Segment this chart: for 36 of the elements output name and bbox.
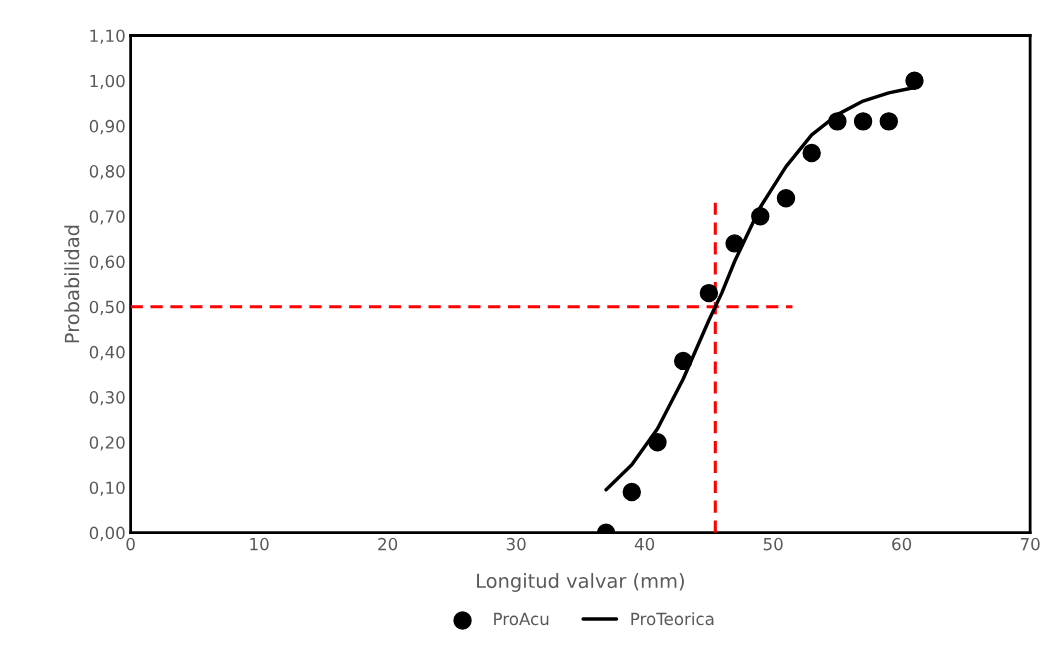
y-tick-label: 0,50: [89, 300, 125, 315]
y-tick-label: 0,60: [89, 255, 125, 270]
y-axis-title: Probabilidad: [64, 225, 80, 343]
y-tick-label: 1,10: [90, 29, 125, 44]
point: [648, 433, 667, 452]
y-tick-label: 0,00: [89, 526, 125, 541]
y-tick-label: 0,30: [89, 391, 125, 406]
x-tick-label: 10: [250, 537, 269, 551]
x-tick-label: 20: [378, 537, 398, 551]
y-tick-label: 1,00: [90, 74, 125, 89]
y-tick-label: 0,10: [89, 481, 125, 496]
x-tick-label: 30: [506, 537, 526, 551]
x-tick-label: 60: [892, 537, 912, 551]
x-tick-label: 70: [1020, 537, 1040, 551]
point: [622, 482, 641, 502]
point: [879, 112, 898, 131]
legend-label: ProAcu: [494, 612, 549, 626]
point: [853, 112, 873, 131]
y-tick-label: 0,20: [89, 436, 125, 451]
point: [905, 71, 924, 90]
x-tick-label: 0: [126, 537, 135, 551]
y-tick-label: 0,90: [89, 119, 125, 135]
point: [828, 112, 847, 131]
point: [725, 234, 744, 253]
point: [776, 189, 796, 208]
y-tick-label: 0,70: [89, 210, 125, 225]
point: [673, 351, 693, 371]
x-tick-label: 50: [763, 537, 783, 551]
point: [802, 143, 821, 163]
y-tick-label: 0,80: [89, 165, 125, 180]
legend-label: ProTeorica: [631, 612, 714, 626]
x-tick-label: 40: [634, 537, 655, 551]
x-axis-title: Longitud valvar (mm): [477, 573, 684, 592]
point: [751, 207, 770, 226]
point: [699, 283, 719, 303]
y-tick-label: 0,40: [89, 345, 125, 361]
